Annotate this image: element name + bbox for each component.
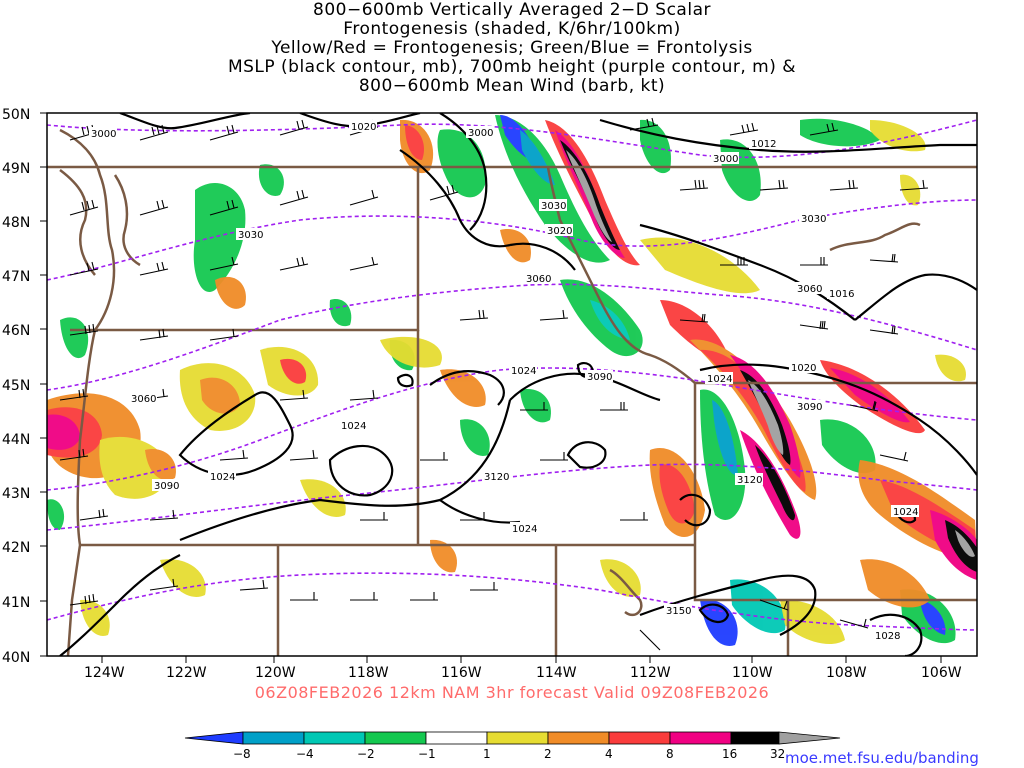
height-label: 3060	[797, 284, 822, 295]
colorbar-bin	[303, 731, 366, 745]
colorbar-label: 32	[770, 747, 785, 761]
colorbar-bin	[486, 731, 549, 745]
height-label: 3030	[238, 230, 263, 241]
forecast-footer: 06Z08FEB2026 12km NAM 3hr forecast Valid…	[254, 683, 770, 702]
colorbar-bin	[242, 731, 305, 745]
lon-label: 112W	[630, 665, 671, 681]
map-title: 800−600mb Vertically Averaged 2−D Scalar…	[0, 1, 1024, 96]
pressure-label: 1024	[893, 507, 918, 518]
colorbar-label: 16	[722, 747, 737, 761]
lat-label: 50N	[2, 107, 30, 123]
lon-label: 114W	[536, 665, 577, 681]
latitude-labels: 50N 49N 48N 47N 46N 45N 44N 43N 42N 41N …	[2, 107, 30, 666]
lat-label: 46N	[2, 323, 30, 339]
title-line-2: Frontogenesis (shaded, K/6hr/100km)	[343, 19, 681, 39]
credit-link[interactable]: moe.met.fsu.edu/banding	[785, 749, 979, 767]
height-label: 3000	[468, 128, 493, 139]
pressure-label: 1024	[512, 524, 537, 535]
lat-label: 44N	[2, 432, 30, 448]
height-label: 3000	[91, 129, 116, 140]
title-line-1: 800−600mb Vertically Averaged 2−D Scalar	[313, 0, 711, 20]
colorbar	[184, 731, 841, 745]
title-line-3: Yellow/Red = Frontogenesis; Green/Blue =…	[271, 38, 753, 58]
pressure-contours	[59, 113, 977, 656]
height-label: 3060	[131, 394, 156, 405]
lat-label: 42N	[2, 540, 30, 556]
map-area: 1020 1012 1016 1020 1024 1024 1024 1024 …	[47, 113, 977, 656]
lon-label: 106W	[921, 665, 962, 681]
pressure-label: 1020	[351, 122, 376, 133]
lon-label: 118W	[348, 665, 389, 681]
height-label: 3030	[801, 214, 826, 225]
colorbar-low-arrow	[184, 731, 244, 745]
colorbar-bin	[364, 731, 427, 745]
longitude-axis	[101, 656, 942, 663]
colorbar-label: −8	[233, 747, 251, 761]
colorbar-label: 1	[483, 747, 491, 761]
height-label: 3090	[797, 402, 822, 413]
pressure-label: 1024	[341, 421, 366, 432]
colorbar-high-arrow	[778, 731, 841, 745]
colorbar-label: −2	[357, 747, 375, 761]
colorbar-bin	[547, 731, 610, 745]
height-label: 3020	[547, 226, 572, 237]
lat-label: 48N	[2, 215, 30, 231]
height-label: 3120	[484, 472, 509, 483]
colorbar-bin	[730, 731, 780, 745]
pressure-label: 1024	[210, 472, 235, 483]
colorbar-label: −1	[418, 747, 436, 761]
pressure-label: 1024	[707, 374, 732, 385]
height-label: 3060	[526, 274, 551, 285]
pressure-label: 1028	[875, 631, 900, 642]
lat-label: 45N	[2, 378, 30, 394]
contour-labels: 1020 1012 1016 1020 1024 1024 1024 1024 …	[89, 120, 919, 642]
colorbar-bin	[608, 731, 671, 745]
latitude-axis	[40, 112, 47, 657]
lat-label: 40N	[2, 650, 30, 666]
colorbar-bin	[669, 731, 732, 745]
lon-label: 120W	[255, 665, 296, 681]
lat-label: 47N	[2, 269, 30, 285]
lat-label: 49N	[2, 161, 30, 177]
pressure-label: 1012	[751, 139, 776, 150]
height-label: 3090	[154, 481, 179, 492]
title-line-4: MSLP (black contour, mb), 700mb height (…	[227, 57, 797, 77]
height-contours	[47, 119, 977, 631]
colorbar-label: 2	[544, 747, 552, 761]
pressure-label: 1016	[829, 289, 854, 300]
lon-label: 124W	[84, 665, 125, 681]
height-label: 3120	[737, 475, 762, 486]
height-label: 3090	[587, 372, 612, 383]
colorbar-label: 4	[605, 747, 613, 761]
height-label: 3030	[541, 201, 566, 212]
pressure-label: 1024	[511, 366, 536, 377]
lon-label: 108W	[826, 665, 867, 681]
lon-label: 122W	[166, 665, 207, 681]
political-borders	[47, 128, 977, 656]
frontogenesis-shading	[47, 119, 977, 645]
lon-label: 110W	[732, 665, 773, 681]
colorbar-label: 8	[666, 747, 674, 761]
colorbar-bin	[425, 731, 488, 745]
colorbar-labels: −8 −4 −2 −1 1 2 4 8 16 32	[233, 747, 785, 761]
height-label: 3000	[713, 154, 738, 165]
height-label: 3150	[666, 606, 691, 617]
title-line-5: 800−600mb Mean Wind (barb, kt)	[358, 76, 666, 96]
lat-label: 43N	[2, 486, 30, 502]
lat-label: 41N	[2, 595, 30, 611]
lon-label: 116W	[441, 665, 482, 681]
longitude-labels: 124W 122W 120W 118W 116W 114W 112W 110W …	[84, 665, 962, 681]
pressure-label: 1020	[791, 363, 816, 374]
colorbar-label: −4	[296, 747, 314, 761]
